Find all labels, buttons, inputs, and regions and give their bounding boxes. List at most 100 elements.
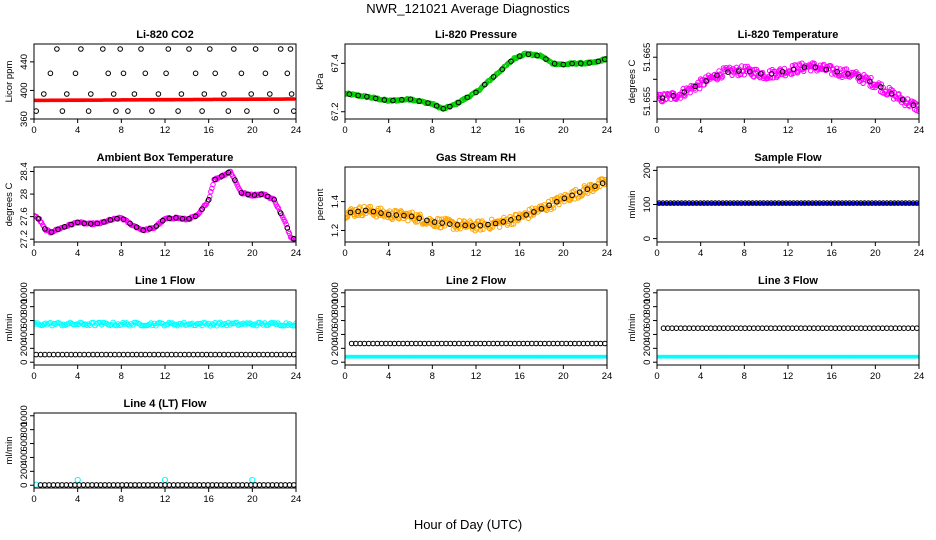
mean-point (546, 202, 552, 209)
x-tick-label: 8 (119, 371, 124, 382)
x-axis: 0 4 8 12 16 20 24 (654, 119, 924, 136)
plot-area (657, 325, 919, 359)
plot-area (345, 50, 607, 112)
x-tick-label: 8 (430, 125, 435, 136)
y-tick-label: 600 (19, 436, 30, 452)
mean-point (775, 200, 782, 206)
data-point (278, 322, 285, 329)
y-tick-label: 800 (330, 299, 341, 315)
mean-point (747, 68, 753, 75)
x-tick-label: 0 (342, 125, 347, 136)
x-tick-label: 20 (870, 248, 881, 259)
mean-point (895, 200, 901, 206)
x-tick-label: 12 (783, 371, 794, 382)
mean-point (660, 200, 666, 206)
mean-point (551, 60, 558, 67)
data-point (202, 320, 209, 326)
data-point (291, 322, 296, 329)
x-tick-label: 16 (826, 125, 837, 136)
mean-point (686, 200, 692, 206)
data-point (475, 218, 482, 224)
y-tick-label: 200 (642, 162, 653, 178)
mean-point (516, 53, 523, 59)
y-axis: 0 100 200 (642, 162, 657, 241)
mean-point (499, 66, 506, 72)
mean-point (238, 190, 245, 196)
data-point (288, 91, 295, 97)
mean-point (790, 200, 797, 206)
plot-area (34, 168, 296, 242)
mean-point (523, 212, 530, 218)
mean-point (719, 200, 726, 206)
x-tick-label: 24 (291, 494, 302, 505)
y-axis-label: percent (315, 188, 326, 220)
data-point (271, 320, 278, 326)
data-point (203, 201, 210, 207)
mean-point (160, 217, 166, 224)
mean-point (682, 200, 689, 206)
data-point (739, 63, 745, 69)
mean-point (723, 200, 730, 206)
y-tick-label: 400 (19, 327, 30, 343)
y-tick-label: 600 (330, 313, 341, 329)
mean-point (816, 200, 823, 206)
x-tick-label: 16 (203, 494, 214, 505)
mean-point (543, 56, 549, 62)
mean-point (531, 209, 537, 215)
x-tick-label: 24 (602, 371, 613, 382)
plot-area (34, 319, 296, 358)
x-tick-label: 0 (342, 248, 347, 259)
mean-point (693, 200, 700, 206)
mean-point (55, 226, 61, 233)
data-point (697, 85, 703, 92)
mean-point (839, 200, 845, 206)
y-tick-label: 400 (642, 327, 653, 343)
data-point (192, 322, 199, 329)
mean-point (140, 227, 146, 233)
mean-point (454, 222, 461, 228)
data-point (41, 91, 47, 97)
x-tick-label: 4 (698, 371, 703, 382)
mean-point (850, 200, 857, 206)
mean-point (146, 226, 153, 232)
mean-point (828, 200, 834, 206)
data-point (165, 46, 172, 52)
mean-point (416, 98, 423, 104)
mean-point (802, 200, 808, 206)
plot-area (657, 200, 919, 206)
data-point (207, 46, 213, 52)
mean-point (88, 221, 94, 227)
mean-point (245, 191, 251, 198)
x-axis: 0 4 8 12 16 20 24 (31, 488, 301, 505)
mean-point (399, 97, 405, 103)
data-point (113, 108, 119, 114)
data-point (120, 70, 127, 77)
chart-title: Li-820 Temperature (738, 29, 839, 41)
data-point (527, 212, 533, 218)
x-tick-label: 0 (654, 371, 659, 382)
x-tick-label: 12 (160, 125, 171, 136)
y-tick-label: 67.4 (330, 54, 341, 73)
mean-point (492, 220, 499, 227)
chart-li820-pressure: Li-820 Pressure 0 4 8 12 16 20 24 67.2 67.4 kPa (315, 29, 612, 136)
mean-point (439, 220, 446, 226)
mean-point (362, 207, 369, 214)
mean-point (586, 60, 593, 66)
x-tick-label: 0 (31, 248, 36, 259)
data-point (74, 476, 81, 484)
mean-point (858, 200, 864, 206)
y-tick-label: 28.4 (19, 162, 30, 181)
mean-point (407, 96, 414, 102)
mean-point (381, 97, 388, 103)
y-axis-label: degrees C (627, 59, 638, 103)
data-point (72, 70, 79, 77)
data-point (275, 205, 282, 211)
data-point (192, 70, 199, 77)
mean-point (779, 200, 786, 206)
x-tick-label: 24 (914, 371, 925, 382)
x-tick-label: 8 (742, 125, 747, 136)
mean-point (876, 200, 883, 206)
